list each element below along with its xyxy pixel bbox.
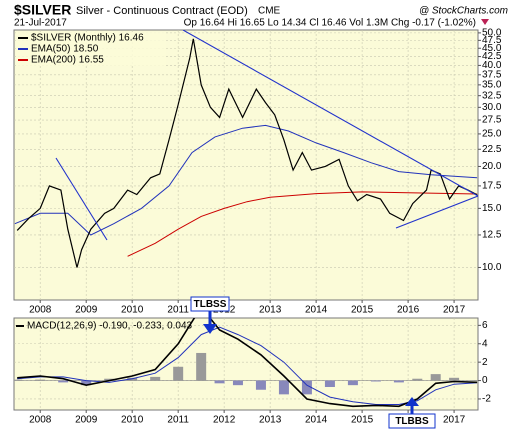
x-tick-label: 2008	[29, 305, 52, 316]
x-tick-label: 2014	[305, 305, 328, 316]
y-tick-label: 22.5	[482, 144, 502, 155]
histogram-bar	[14, 379, 23, 381]
annotation-box	[388, 413, 436, 429]
histogram-bar	[104, 378, 115, 381]
x-tick-label: 2015	[351, 415, 374, 426]
y-tick-label: 6	[482, 320, 488, 331]
y-tick-label: 50.0	[482, 28, 502, 39]
y-tick-label: 30.0	[482, 102, 502, 113]
x-tick-label: 2009	[75, 415, 98, 426]
x-tick-label: 2013	[259, 415, 282, 426]
histogram-bar	[58, 380, 69, 383]
annotation-box	[190, 296, 230, 312]
histogram-bar	[81, 380, 92, 386]
y-tick-label: 15.0	[482, 203, 502, 214]
tlbss-callout: TLBSS	[190, 296, 230, 334]
chart-layer: 10.0 12.5 15.0 17.5 20.0 22.5 25.0 27.5 30.032.5…	[14, 28, 502, 426]
x-tick-label: 2010	[121, 415, 144, 426]
x-tick-label: 2009	[75, 305, 98, 316]
date: 21-Jul-2017	[14, 18, 67, 29]
quote: Op 16.64 Hi 16.65 Lo 14.34 Cl 16.46 Vol …	[184, 18, 476, 29]
x-tick-label: 2013	[259, 305, 282, 316]
y-tick-label: 40.0	[482, 60, 502, 71]
y-tick-label: 4	[482, 338, 488, 349]
x-tick-label: 2017	[443, 305, 466, 316]
histogram-bar	[449, 377, 460, 381]
panel-title: MACD(12,26,9) -0.190, -0.233, 0.043	[27, 321, 193, 332]
brand: @ StockCharts.com	[419, 6, 508, 17]
histogram-bar	[472, 380, 478, 381]
histogram-bar	[301, 380, 312, 395]
x-tick-label: 2012	[213, 415, 236, 426]
histogram-bar	[370, 380, 381, 382]
annotation: TLBBS	[395, 416, 429, 427]
histogram-bar	[393, 380, 404, 383]
x-tick-label: 2011	[167, 415, 189, 426]
series-line	[14, 124, 478, 236]
x-tick-label: 2017	[443, 415, 466, 426]
histogram-bar	[150, 376, 161, 381]
y-tick-label: 10.0	[482, 262, 502, 273]
histogram-bar	[214, 380, 225, 384]
legend-label: EMA(200) 16.55	[31, 55, 104, 66]
x-tick-label: 2011	[167, 305, 189, 316]
exchange: CME	[258, 6, 281, 17]
histogram-bar	[255, 380, 266, 390]
histogram-bar	[412, 378, 423, 381]
x-tick-label: 2008	[29, 415, 52, 426]
y-tick-label: 45.0	[482, 43, 502, 54]
y-tick-label: 35.0	[482, 80, 502, 91]
change-arrow	[481, 19, 489, 25]
histogram-bar	[232, 380, 243, 386]
histogram-bar	[35, 379, 46, 381]
x-tick-label: 2015	[351, 305, 374, 316]
y-tick-label: 17.5	[482, 181, 502, 192]
annotation: TLBSS	[194, 299, 227, 310]
trendlines	[55, 30, 478, 241]
y-tick-label: 25.0	[482, 129, 502, 140]
histogram-bar	[430, 374, 441, 381]
y-tick-label: -2	[482, 394, 491, 405]
macd-panel	[13, 317, 479, 411]
histogram-bar	[196, 352, 207, 381]
histogram-bar	[347, 380, 358, 386]
histogram-bar	[278, 380, 289, 395]
histogram-bar	[324, 380, 335, 387]
y-tick-label: 2	[482, 357, 488, 368]
arrow-head	[405, 397, 419, 406]
description: Silver - Continuous Contract (EOD)	[76, 5, 248, 17]
trendline	[395, 195, 478, 229]
y-tick-label: 37.5	[482, 69, 502, 80]
series-line	[16, 38, 478, 268]
arrow-head	[203, 324, 217, 334]
x-tick-label: 2016	[397, 305, 420, 316]
x-tick-label: 2014	[305, 415, 328, 426]
y-tick-label: 12.5	[482, 230, 502, 241]
y-tick-label: 20.0	[482, 161, 502, 172]
y-tick-label: 42.5	[482, 51, 502, 62]
y-tick-label: 32.5	[482, 90, 502, 101]
y-tick-label: 47.5	[482, 35, 502, 46]
tlbbs-callout: TLBBS	[388, 397, 436, 429]
trendline	[55, 157, 108, 241]
y-tick-label: 0	[482, 375, 488, 386]
symbol: $SILVER	[14, 2, 71, 18]
legend-label: $SILVER (Monthly) 16.46	[31, 33, 144, 44]
x-tick-label: 2010	[121, 305, 144, 316]
trendline	[182, 30, 478, 197]
series-line	[127, 191, 478, 257]
histogram-bar	[173, 366, 184, 381]
legend-label: EMA(50) 18.50	[31, 44, 99, 55]
y-tick-label: 27.5	[482, 115, 502, 126]
legend-box	[16, 32, 166, 66]
